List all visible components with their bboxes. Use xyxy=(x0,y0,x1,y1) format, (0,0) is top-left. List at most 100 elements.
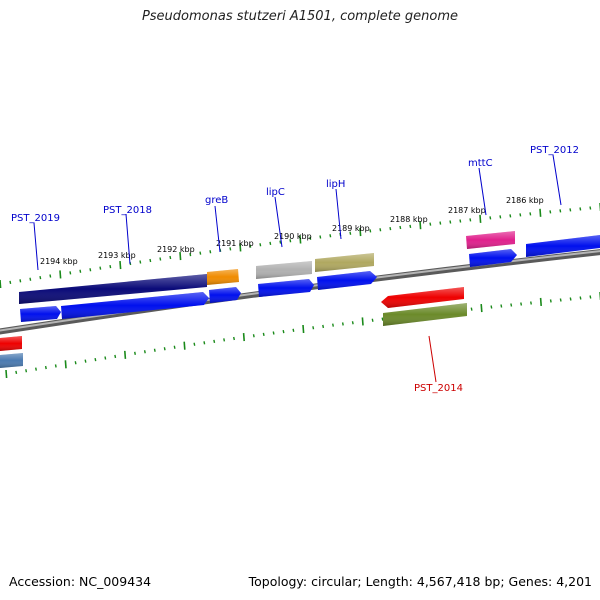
major-tick xyxy=(119,261,122,270)
scale-labels: 2194 kbp 2193 kbp 2192 kbp 2191 kbp 2190… xyxy=(40,196,544,266)
major-tick xyxy=(480,304,483,313)
minor-tick xyxy=(262,332,265,336)
minor-tick xyxy=(29,277,32,281)
scale-label: 2186 kbp xyxy=(506,196,544,205)
minor-tick xyxy=(332,323,334,327)
major-tick xyxy=(302,324,305,334)
label-leaders xyxy=(33,154,562,383)
minor-tick xyxy=(39,275,42,280)
minor-tick xyxy=(19,279,22,283)
major-tick xyxy=(64,360,67,369)
gene-label-pst-2019[interactable]: PST_2019 xyxy=(11,213,60,224)
minor-tick xyxy=(54,364,57,368)
minor-tick xyxy=(371,318,374,322)
minor-tick xyxy=(322,324,325,329)
minor-tick xyxy=(589,206,592,210)
minor-tick xyxy=(309,236,312,240)
minor-tick xyxy=(252,334,255,338)
scale-label: 2194 kbp xyxy=(40,257,78,266)
major-tick xyxy=(124,350,127,359)
minor-tick xyxy=(223,338,226,342)
gene-label-lipc[interactable]: lipC xyxy=(266,187,285,198)
minor-tick xyxy=(292,328,295,332)
minor-tick xyxy=(189,252,192,257)
major-tick xyxy=(479,214,482,223)
gene-label-pst-2012[interactable]: PST_2012 xyxy=(530,145,579,156)
minor-tick xyxy=(579,207,582,211)
minor-tick xyxy=(559,209,562,213)
minor-tick xyxy=(500,304,503,308)
minor-tick xyxy=(163,347,166,351)
minor-tick xyxy=(213,339,216,343)
shading xyxy=(0,231,600,368)
minor-tick xyxy=(229,247,232,251)
major-tick xyxy=(242,333,245,342)
major-tick xyxy=(539,297,542,307)
minor-tick xyxy=(429,222,432,226)
minor-tick xyxy=(489,216,492,220)
major-tick xyxy=(0,279,2,289)
minor-tick xyxy=(233,336,235,341)
minor-tick xyxy=(439,221,442,225)
minor-tick xyxy=(490,305,493,309)
gene-label-pst-2014[interactable]: PST_2014 xyxy=(414,383,463,394)
minor-tick xyxy=(99,266,102,270)
minor-tick xyxy=(349,231,352,235)
gene-label-mttc[interactable]: mttC xyxy=(468,158,493,169)
minor-tick xyxy=(44,365,47,370)
minor-tick xyxy=(449,220,452,224)
minor-tick xyxy=(569,208,572,212)
minor-tick xyxy=(9,280,12,285)
minor-tick xyxy=(509,214,512,218)
minor-tick xyxy=(381,317,384,321)
minor-tick xyxy=(289,239,292,243)
minor-tick xyxy=(579,296,582,300)
minor-tick xyxy=(409,224,412,228)
major-tick xyxy=(539,208,542,217)
scale-label: 2191 kbp xyxy=(216,239,254,248)
topology-text: Topology: circular; Length: 4,567,418 bp… xyxy=(248,574,592,589)
minor-tick xyxy=(173,345,176,349)
minor-tick xyxy=(94,357,97,362)
minor-tick xyxy=(469,218,472,222)
major-tick xyxy=(361,317,364,326)
accession-text: Accession: NC_009434 xyxy=(9,574,152,589)
gene-label-greb[interactable]: greB xyxy=(205,195,228,206)
major-tick xyxy=(179,251,182,261)
minor-tick xyxy=(529,212,532,216)
minor-tick xyxy=(279,240,282,244)
minor-tick xyxy=(549,210,552,214)
minor-tick xyxy=(389,226,392,231)
minor-tick xyxy=(341,322,344,326)
minor-tick xyxy=(369,229,372,233)
minor-tick xyxy=(259,243,262,247)
minor-tick xyxy=(319,235,322,239)
outer-scale-ring xyxy=(0,203,600,289)
minor-tick xyxy=(49,274,52,278)
minor-tick xyxy=(203,341,206,345)
scale-label: 2187 kbp xyxy=(448,206,486,215)
major-tick xyxy=(359,228,362,237)
minor-tick xyxy=(249,244,252,248)
minor-tick xyxy=(351,321,354,325)
gene-label-pst-2018[interactable]: PST_2018 xyxy=(103,205,152,216)
minor-tick xyxy=(109,264,112,269)
minor-tick xyxy=(459,219,462,223)
minor-tick xyxy=(499,215,502,219)
minor-tick xyxy=(69,271,72,275)
scale-label: 2192 kbp xyxy=(157,245,195,254)
minor-tick xyxy=(134,351,136,355)
minor-tick xyxy=(559,298,562,302)
minor-tick xyxy=(269,241,272,246)
minor-tick xyxy=(143,350,146,354)
minor-tick xyxy=(510,303,513,307)
minor-tick xyxy=(25,369,28,373)
major-tick xyxy=(419,221,422,230)
minor-tick xyxy=(153,348,156,352)
minor-tick xyxy=(379,228,382,232)
major-tick xyxy=(59,270,62,279)
minor-tick xyxy=(549,299,552,303)
minor-tick xyxy=(169,255,172,260)
gene-label-liph[interactable]: lipH xyxy=(326,179,345,190)
major-tick xyxy=(183,341,186,350)
